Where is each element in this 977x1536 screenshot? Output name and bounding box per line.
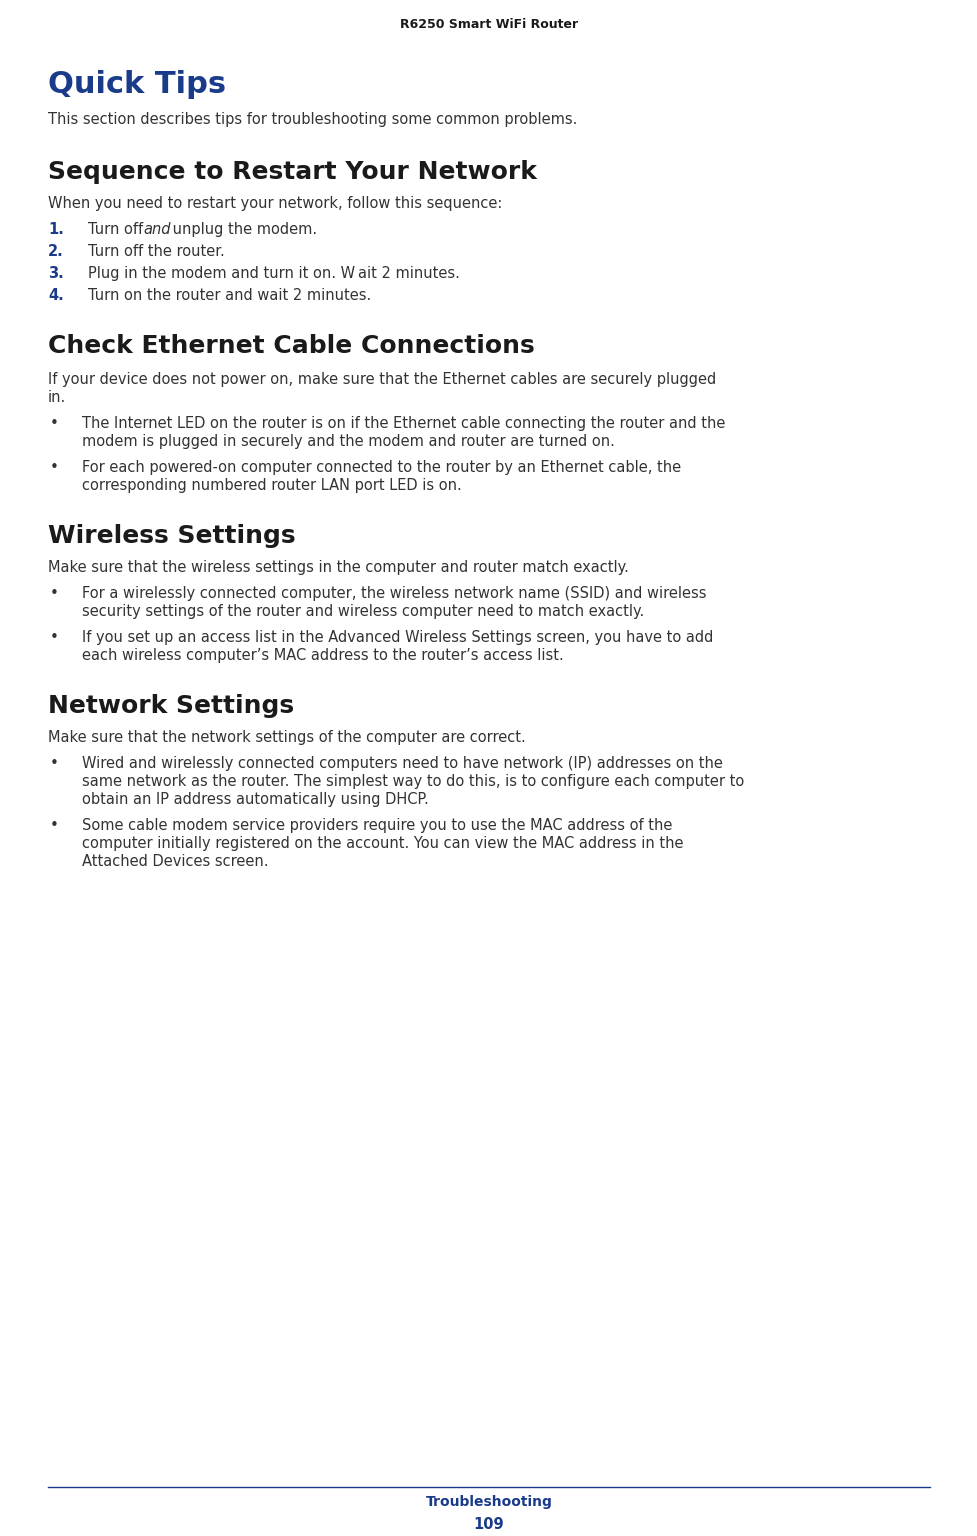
Text: This section describes tips for troubleshooting some common problems.: This section describes tips for troubles…	[48, 112, 576, 127]
Text: If you set up an access list in the Advanced Wireless Settings screen, you have : If you set up an access list in the Adva…	[82, 630, 712, 645]
Text: •: •	[50, 416, 59, 432]
Text: 109: 109	[473, 1518, 504, 1531]
Text: •: •	[50, 459, 59, 475]
Text: in.: in.	[48, 390, 66, 406]
Text: Attached Devices screen.: Attached Devices screen.	[82, 854, 269, 869]
Text: When you need to restart your network, follow this sequence:: When you need to restart your network, f…	[48, 197, 502, 210]
Text: 4.: 4.	[48, 289, 64, 303]
Text: Troubleshooting: Troubleshooting	[425, 1495, 552, 1508]
Text: For each powered-on computer connected to the router by an Ethernet cable, the: For each powered-on computer connected t…	[82, 459, 680, 475]
Text: Some cable modem service providers require you to use the MAC address of the: Some cable modem service providers requi…	[82, 819, 672, 833]
Text: •: •	[50, 630, 59, 645]
Text: security settings of the router and wireless computer need to match exactly.: security settings of the router and wire…	[82, 604, 644, 619]
Text: If your device does not power on, make sure that the Ethernet cables are securel: If your device does not power on, make s…	[48, 372, 715, 387]
Text: same network as the router. The simplest way to do this, is to configure each co: same network as the router. The simplest…	[82, 774, 743, 790]
Text: unplug the modem.: unplug the modem.	[168, 223, 317, 237]
Text: modem is plugged in securely and the modem and router are turned on.: modem is plugged in securely and the mod…	[82, 435, 615, 449]
Text: Quick Tips: Quick Tips	[48, 71, 226, 98]
Text: corresponding numbered router LAN port LED is on.: corresponding numbered router LAN port L…	[82, 478, 461, 493]
Text: computer initially registered on the account. You can view the MAC address in th: computer initially registered on the acc…	[82, 836, 683, 851]
Text: Wired and wirelessly connected computers need to have network (IP) addresses on : Wired and wirelessly connected computers…	[82, 756, 722, 771]
Text: Turn off the router.: Turn off the router.	[88, 244, 225, 260]
Text: each wireless computer’s MAC address to the router’s access list.: each wireless computer’s MAC address to …	[82, 648, 563, 664]
Text: •: •	[50, 819, 59, 833]
Text: •: •	[50, 587, 59, 601]
Text: and: and	[143, 223, 170, 237]
Text: Turn on the router and wait 2 minutes.: Turn on the router and wait 2 minutes.	[88, 289, 371, 303]
Text: Make sure that the wireless settings in the computer and router match exactly.: Make sure that the wireless settings in …	[48, 561, 628, 574]
Text: Wireless Settings: Wireless Settings	[48, 524, 295, 548]
Text: 1.: 1.	[48, 223, 64, 237]
Text: 3.: 3.	[48, 266, 64, 281]
Text: 2.: 2.	[48, 244, 64, 260]
Text: Plug in the modem and turn it on. W ait 2 minutes.: Plug in the modem and turn it on. W ait …	[88, 266, 459, 281]
Text: Check Ethernet Cable Connections: Check Ethernet Cable Connections	[48, 333, 534, 358]
Text: •: •	[50, 756, 59, 771]
Text: Network Settings: Network Settings	[48, 694, 294, 717]
Text: Turn off: Turn off	[88, 223, 148, 237]
Text: obtain an IP address automatically using DHCP.: obtain an IP address automatically using…	[82, 793, 428, 806]
Text: For a wirelessly connected computer, the wireless network name (SSID) and wirele: For a wirelessly connected computer, the…	[82, 587, 705, 601]
Text: Sequence to Restart Your Network: Sequence to Restart Your Network	[48, 160, 536, 184]
Text: Make sure that the network settings of the computer are correct.: Make sure that the network settings of t…	[48, 730, 526, 745]
Text: The Internet LED on the router is on if the Ethernet cable connecting the router: The Internet LED on the router is on if …	[82, 416, 725, 432]
Text: R6250 Smart WiFi Router: R6250 Smart WiFi Router	[400, 18, 577, 31]
